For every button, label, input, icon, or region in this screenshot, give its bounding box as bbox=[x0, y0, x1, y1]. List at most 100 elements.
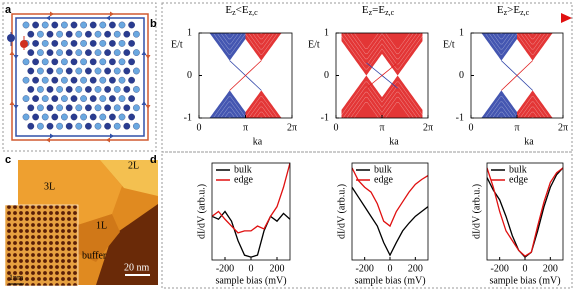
atom bbox=[32, 40, 39, 47]
atom bbox=[133, 86, 140, 93]
band-texture bbox=[213, 96, 246, 118]
atom bbox=[46, 104, 54, 112]
band-texture bbox=[256, 33, 267, 40]
atom bbox=[80, 21, 87, 29]
y-axis-label: E/t bbox=[443, 39, 455, 50]
edge-arrow bbox=[50, 11, 54, 17]
atom bbox=[61, 76, 68, 84]
panel-title: Ez<Ez,c bbox=[225, 4, 258, 17]
atom bbox=[37, 86, 44, 93]
legend-label: edge bbox=[374, 174, 393, 185]
x-axis-label: ka bbox=[389, 136, 399, 147]
atom bbox=[80, 113, 87, 121]
atom bbox=[51, 21, 59, 29]
legend-label: bulk bbox=[509, 164, 527, 175]
atom bbox=[109, 21, 116, 29]
atom bbox=[85, 67, 92, 75]
legend-label: bulk bbox=[234, 164, 252, 175]
band-texture bbox=[343, 33, 383, 65]
band-texture bbox=[527, 111, 538, 118]
plot-frame bbox=[335, 32, 429, 119]
atom bbox=[22, 76, 30, 84]
atom bbox=[56, 67, 63, 75]
title-part: z,c bbox=[249, 8, 259, 17]
plot-frame bbox=[351, 162, 429, 261]
x-tick-label: -200 bbox=[216, 263, 234, 274]
atom bbox=[104, 49, 111, 56]
band-texture bbox=[489, 101, 514, 118]
atom bbox=[41, 113, 49, 121]
band-texture bbox=[385, 102, 410, 118]
atom bbox=[104, 122, 111, 130]
y-tick-label: 0 bbox=[187, 70, 192, 81]
edge-current bbox=[11, 13, 149, 141]
atom bbox=[41, 40, 49, 47]
x-tick-label: 0 bbox=[334, 122, 339, 133]
data-line bbox=[212, 163, 290, 234]
band-texture bbox=[524, 33, 542, 45]
atom bbox=[51, 113, 59, 121]
band-texture bbox=[381, 91, 418, 118]
atom bbox=[32, 113, 39, 121]
title-part: E bbox=[362, 4, 369, 16]
atom bbox=[65, 104, 73, 112]
title-part: z,c bbox=[385, 8, 395, 17]
title-part: E bbox=[225, 4, 232, 16]
atom bbox=[37, 122, 44, 130]
atom bbox=[56, 49, 63, 56]
edge-arrow bbox=[13, 105, 19, 109]
atom bbox=[51, 95, 59, 102]
atom bbox=[56, 86, 63, 93]
band-texture bbox=[381, 86, 421, 118]
atom bbox=[32, 95, 39, 102]
atom bbox=[27, 67, 35, 75]
atom bbox=[22, 58, 30, 66]
edge-arrow bbox=[46, 15, 50, 21]
band-texture bbox=[256, 111, 267, 118]
atom bbox=[37, 49, 44, 56]
atom bbox=[61, 21, 68, 29]
edge-arrow bbox=[9, 51, 15, 55]
band-texture bbox=[385, 33, 410, 49]
atom bbox=[65, 122, 73, 130]
atom bbox=[22, 21, 30, 29]
atom bbox=[89, 95, 97, 102]
edge-arrow bbox=[46, 137, 50, 143]
panel-title: Ez>Ez,c bbox=[497, 4, 530, 17]
atom bbox=[118, 40, 126, 47]
atom bbox=[61, 113, 68, 121]
panel-d-box bbox=[161, 151, 573, 289]
atom bbox=[56, 104, 63, 112]
atom bbox=[109, 113, 116, 121]
atom bbox=[104, 104, 111, 112]
x-axis-label: ka bbox=[524, 136, 534, 147]
atom bbox=[99, 21, 107, 29]
atom bbox=[104, 67, 111, 75]
band-texture bbox=[224, 111, 235, 118]
atom bbox=[85, 30, 92, 38]
title-part: >E bbox=[507, 4, 520, 16]
atom bbox=[133, 104, 140, 112]
atom bbox=[70, 21, 78, 29]
band-texture bbox=[346, 33, 383, 60]
inset-scale-bar-label: 1nm bbox=[9, 273, 24, 282]
band-texture bbox=[252, 33, 270, 45]
band-texture bbox=[217, 33, 242, 50]
band-texture bbox=[496, 33, 507, 40]
bulk-band bbox=[204, 33, 246, 61]
atom bbox=[22, 95, 30, 102]
atom bbox=[51, 58, 59, 66]
atom bbox=[75, 67, 83, 75]
band-texture bbox=[350, 33, 383, 55]
atom bbox=[56, 30, 63, 38]
x-axis-label: sample bias (mV) bbox=[489, 275, 560, 286]
field-arrow-head bbox=[561, 13, 572, 23]
y-tick-label: -1 bbox=[456, 112, 464, 123]
atom bbox=[104, 30, 111, 38]
data-line bbox=[487, 167, 563, 257]
atom bbox=[80, 76, 87, 84]
atom bbox=[128, 40, 135, 47]
atom bbox=[27, 122, 35, 130]
stm-label: 2L bbox=[128, 160, 139, 171]
